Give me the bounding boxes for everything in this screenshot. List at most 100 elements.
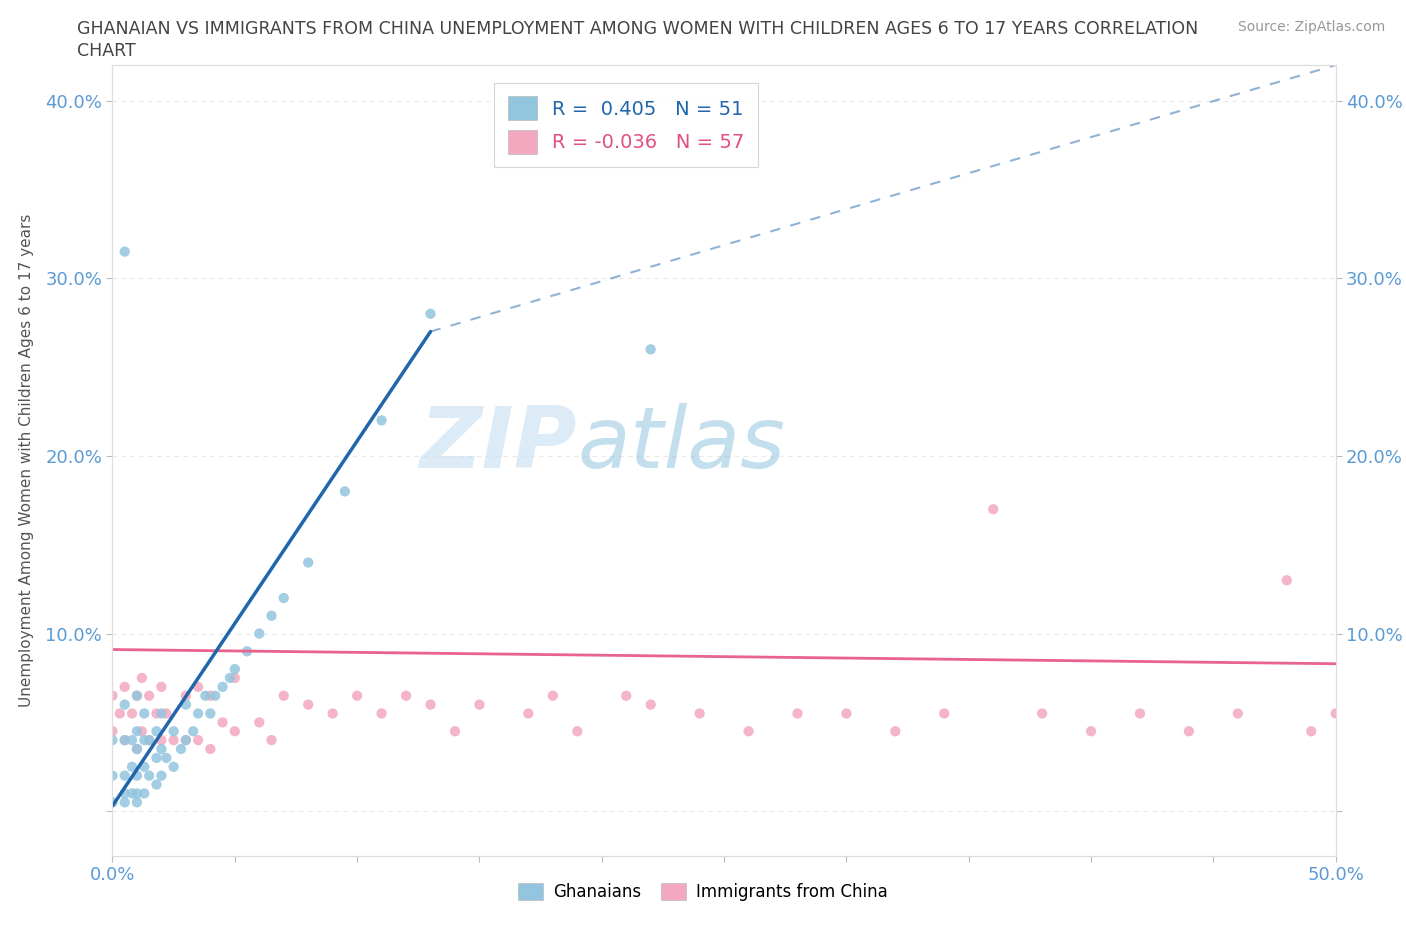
Point <box>150 706 173 721</box>
Point <box>150 741 173 756</box>
Point <box>200 706 222 721</box>
Point <box>981 502 1004 517</box>
Point <box>219 671 242 685</box>
Point <box>121 759 143 774</box>
Point <box>114 795 136 810</box>
Point <box>134 706 156 721</box>
Point <box>125 741 148 756</box>
Point <box>134 759 156 774</box>
Point <box>224 724 246 738</box>
Point <box>187 680 209 695</box>
Point <box>236 644 259 658</box>
Point <box>174 698 197 712</box>
Point <box>468 698 491 712</box>
Point <box>163 733 186 748</box>
Point <box>1178 724 1201 738</box>
Point <box>145 724 167 738</box>
Point <box>884 724 907 738</box>
Point <box>419 306 441 321</box>
Point <box>567 724 589 738</box>
Point <box>1301 724 1323 738</box>
Point <box>138 768 160 783</box>
Point <box>297 698 319 712</box>
Point <box>101 688 124 703</box>
Point <box>114 733 136 748</box>
Point <box>125 768 148 783</box>
Point <box>163 759 186 774</box>
Point <box>247 626 270 641</box>
Point <box>786 706 808 721</box>
Point <box>541 688 564 703</box>
Point <box>273 591 295 605</box>
Point <box>150 733 173 748</box>
Point <box>395 688 418 703</box>
Point <box>640 342 662 357</box>
Point <box>1324 706 1347 721</box>
Point <box>1129 706 1152 721</box>
Point <box>125 688 148 703</box>
Point <box>125 688 148 703</box>
Point <box>737 724 759 738</box>
Point <box>835 706 858 721</box>
Point <box>170 741 193 756</box>
Point <box>145 777 167 792</box>
Point <box>138 733 160 748</box>
Point <box>181 724 204 738</box>
Point <box>260 733 283 748</box>
Point <box>121 706 143 721</box>
Point <box>224 661 246 676</box>
Point <box>134 733 156 748</box>
Point <box>121 733 143 748</box>
Point <box>517 706 540 721</box>
Point <box>131 671 153 685</box>
Point <box>125 741 148 756</box>
Point <box>138 733 160 748</box>
Point <box>934 706 956 721</box>
Point <box>101 795 124 810</box>
Point <box>689 706 711 721</box>
Point <box>101 724 124 738</box>
Point <box>114 786 136 801</box>
Point <box>370 413 392 428</box>
Point <box>125 795 148 810</box>
Point <box>134 786 156 801</box>
Point <box>322 706 344 721</box>
Point <box>101 733 124 748</box>
Point <box>194 688 217 703</box>
Point <box>211 715 233 730</box>
Point <box>204 688 226 703</box>
Point <box>200 741 222 756</box>
Point <box>174 733 197 748</box>
Point <box>444 724 467 738</box>
Point <box>125 724 148 738</box>
Point <box>138 688 160 703</box>
Point <box>224 671 246 685</box>
Text: ZIP: ZIP <box>419 403 578 486</box>
Point <box>370 706 392 721</box>
Point <box>174 688 197 703</box>
Point <box>155 706 177 721</box>
Point <box>1031 706 1053 721</box>
Point <box>121 786 143 801</box>
Point <box>114 733 136 748</box>
Point <box>155 751 177 765</box>
Point <box>614 688 637 703</box>
Point <box>131 724 153 738</box>
Point <box>260 608 283 623</box>
Text: CHART: CHART <box>77 42 136 60</box>
Point <box>211 680 233 695</box>
Point <box>145 751 167 765</box>
Point <box>114 768 136 783</box>
Point <box>187 733 209 748</box>
Point <box>150 768 173 783</box>
Point <box>200 688 222 703</box>
Text: atlas: atlas <box>578 403 786 486</box>
Point <box>297 555 319 570</box>
Point <box>346 688 368 703</box>
Point <box>114 680 136 695</box>
Point <box>125 786 148 801</box>
Legend: R =  0.405   N = 51, R = -0.036   N = 57: R = 0.405 N = 51, R = -0.036 N = 57 <box>494 83 758 167</box>
Point <box>163 724 186 738</box>
Point <box>114 245 136 259</box>
Text: GHANAIAN VS IMMIGRANTS FROM CHINA UNEMPLOYMENT AMONG WOMEN WITH CHILDREN AGES 6 : GHANAIAN VS IMMIGRANTS FROM CHINA UNEMPL… <box>77 20 1198 38</box>
